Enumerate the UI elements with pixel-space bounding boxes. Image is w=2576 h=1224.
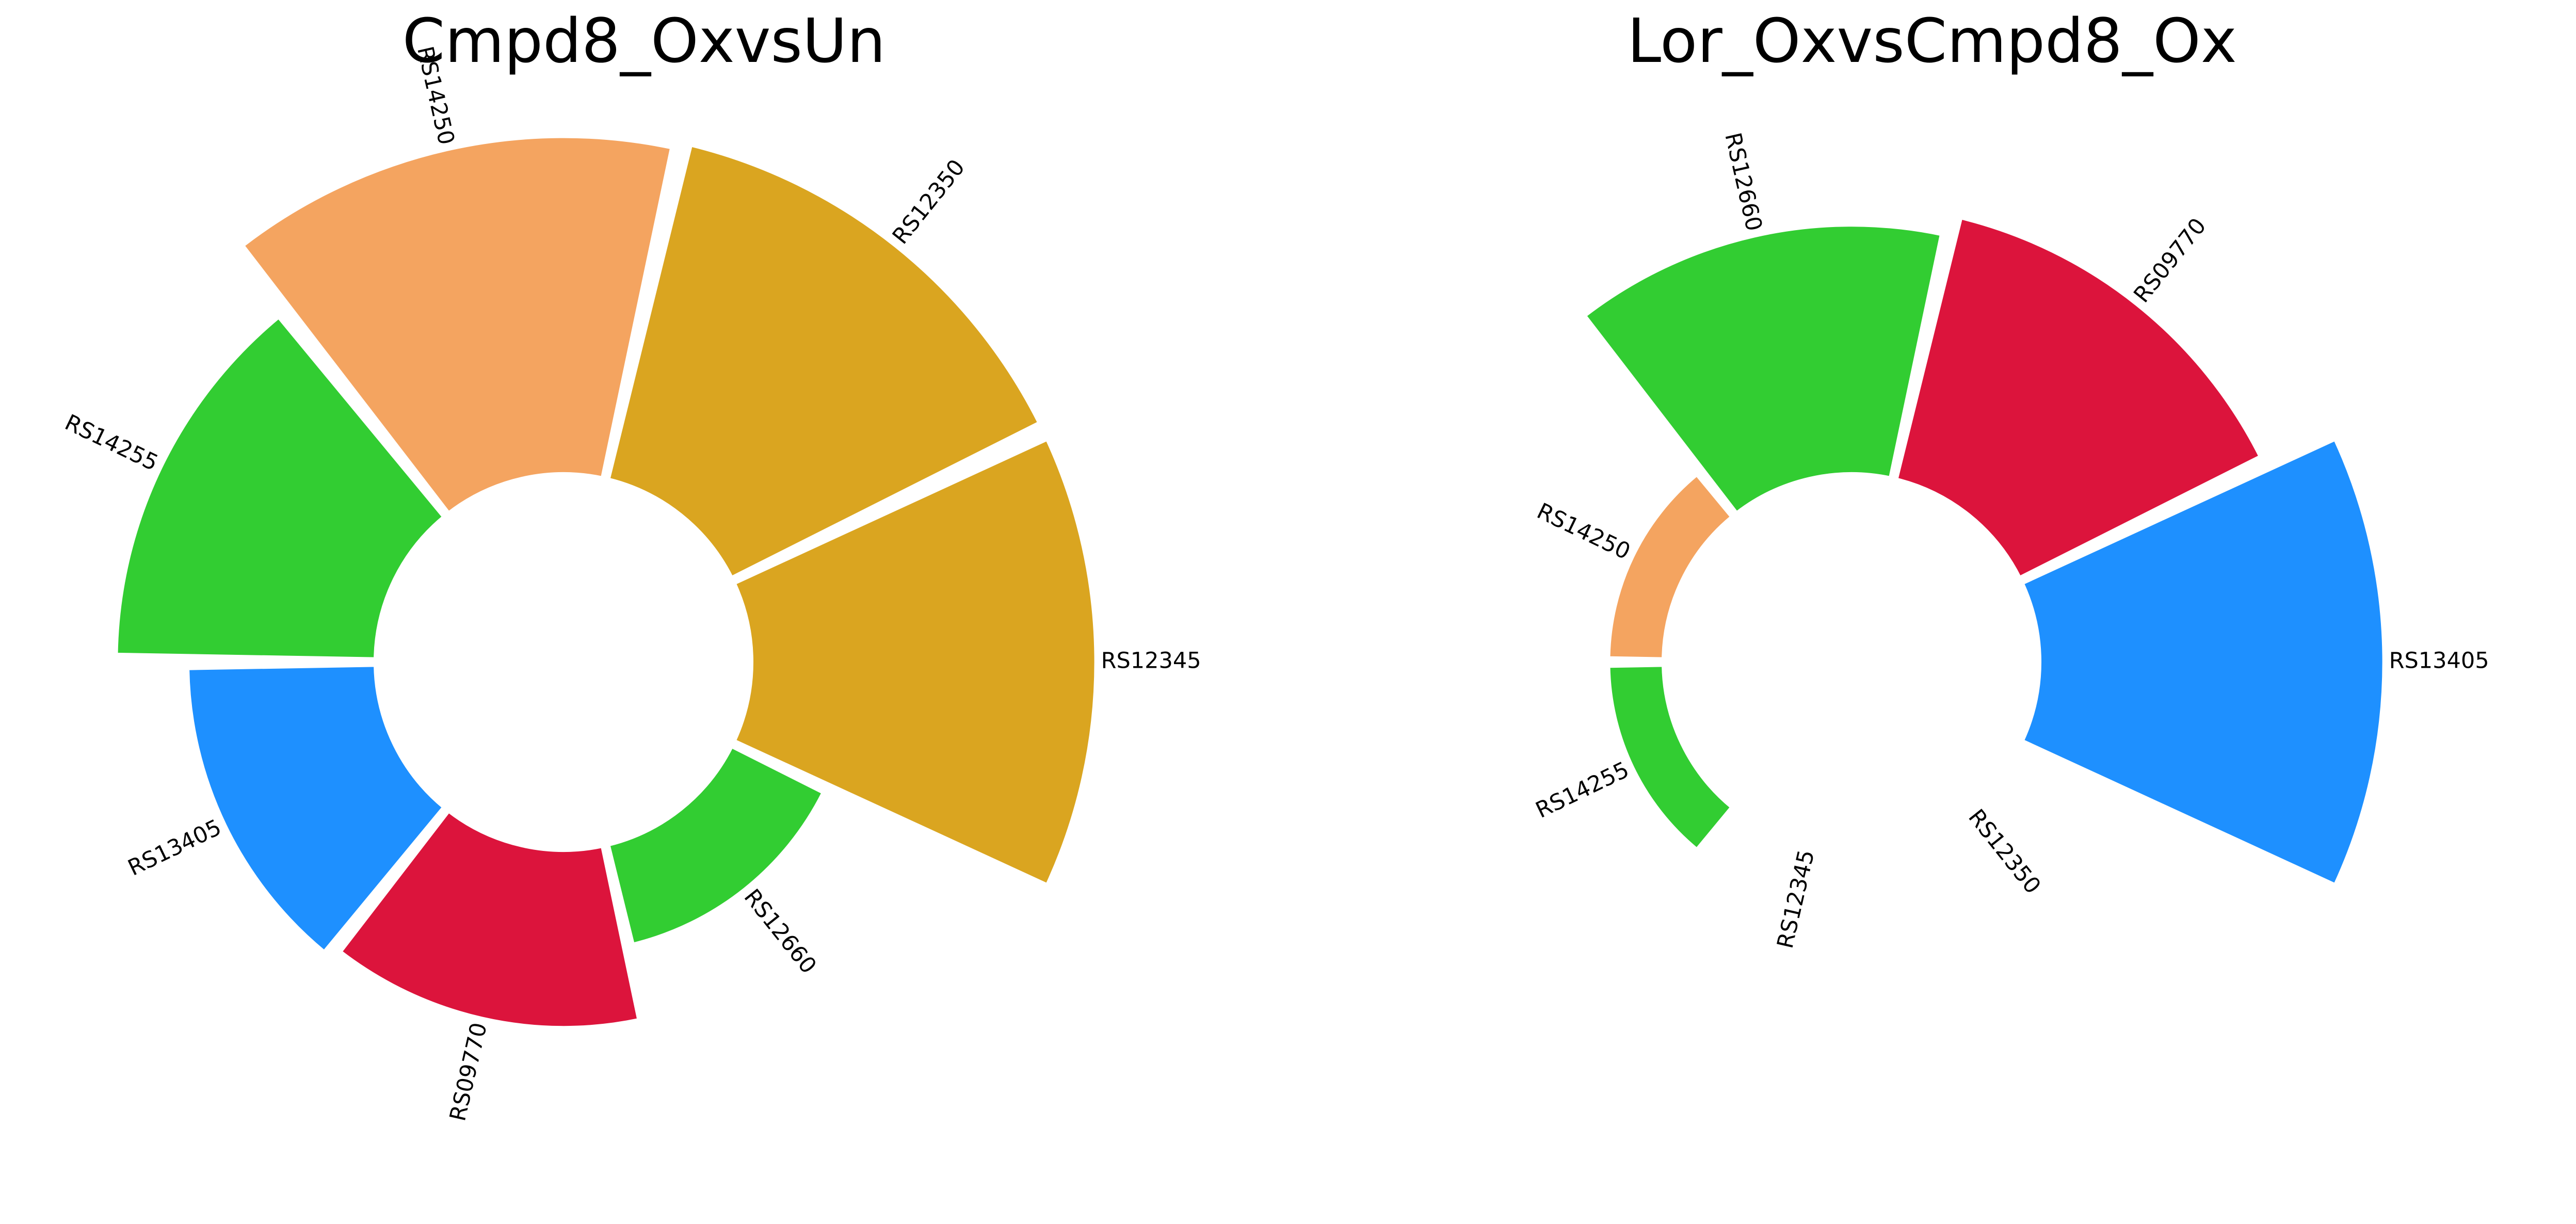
bar-rs12660 [1583, 223, 1943, 515]
radial-bar-chart: RS12345 RS12350 RS14250 RS14255 RS13405 RS097… [61, 44, 1201, 1123]
bar-rs13405 [2020, 437, 2386, 887]
bar-rs12350 [606, 143, 1041, 579]
category-label: RS12350 [888, 155, 970, 249]
bar-rs14255 [115, 315, 446, 661]
category-label: RS14250 [1533, 498, 1634, 565]
chart-panel-left: Cmpd8_OxvsUn RS12345 RS12350 RS14250 RS1425… [61, 5, 1201, 1123]
bar-rs12350 [1894, 745, 2022, 847]
bar-rs14250 [1607, 473, 1734, 661]
category-label: RS13405 [124, 814, 225, 881]
chart-title: Cmpd8_OxvsUn [402, 5, 886, 76]
chart-panel-right: Lor_OxvsCmpd8_Ox RS13405 RS09770 RS12660 RS… [1288, 0, 2576, 1224]
bar-rs12345 [1734, 809, 1892, 852]
category-label: RS13405 [2389, 648, 2489, 674]
category-label: RS12345 [1773, 847, 1820, 951]
category-label: RS12660 [739, 884, 822, 979]
category-label: RS14250 [412, 44, 459, 147]
category-label: RS12345 [1101, 648, 1201, 674]
category-label: RS14255 [1532, 757, 1633, 824]
radial-bar-chart: RS13405 RS09770 RS12660 RS14250 RS14255 RS123… [1532, 130, 2489, 951]
chart-title: Lor_OxvsCmpd8_Ox [1627, 5, 2237, 76]
bar-rs14250 [240, 135, 673, 515]
category-label: RS12660 [1719, 130, 1767, 233]
bar-rs12660 [606, 745, 825, 946]
category-label: RS14255 [61, 410, 162, 476]
bar-rs14255 [1607, 664, 1734, 851]
bar-rs12345 [732, 437, 1098, 887]
category-label: RS12350 [1963, 804, 2046, 899]
category-label: RS09770 [445, 1020, 492, 1123]
bar-rs09770 [1894, 216, 2262, 579]
bar-rs09770 [338, 809, 641, 1029]
category-label: RS09770 [2129, 213, 2211, 308]
bar-rs13405 [186, 664, 446, 954]
